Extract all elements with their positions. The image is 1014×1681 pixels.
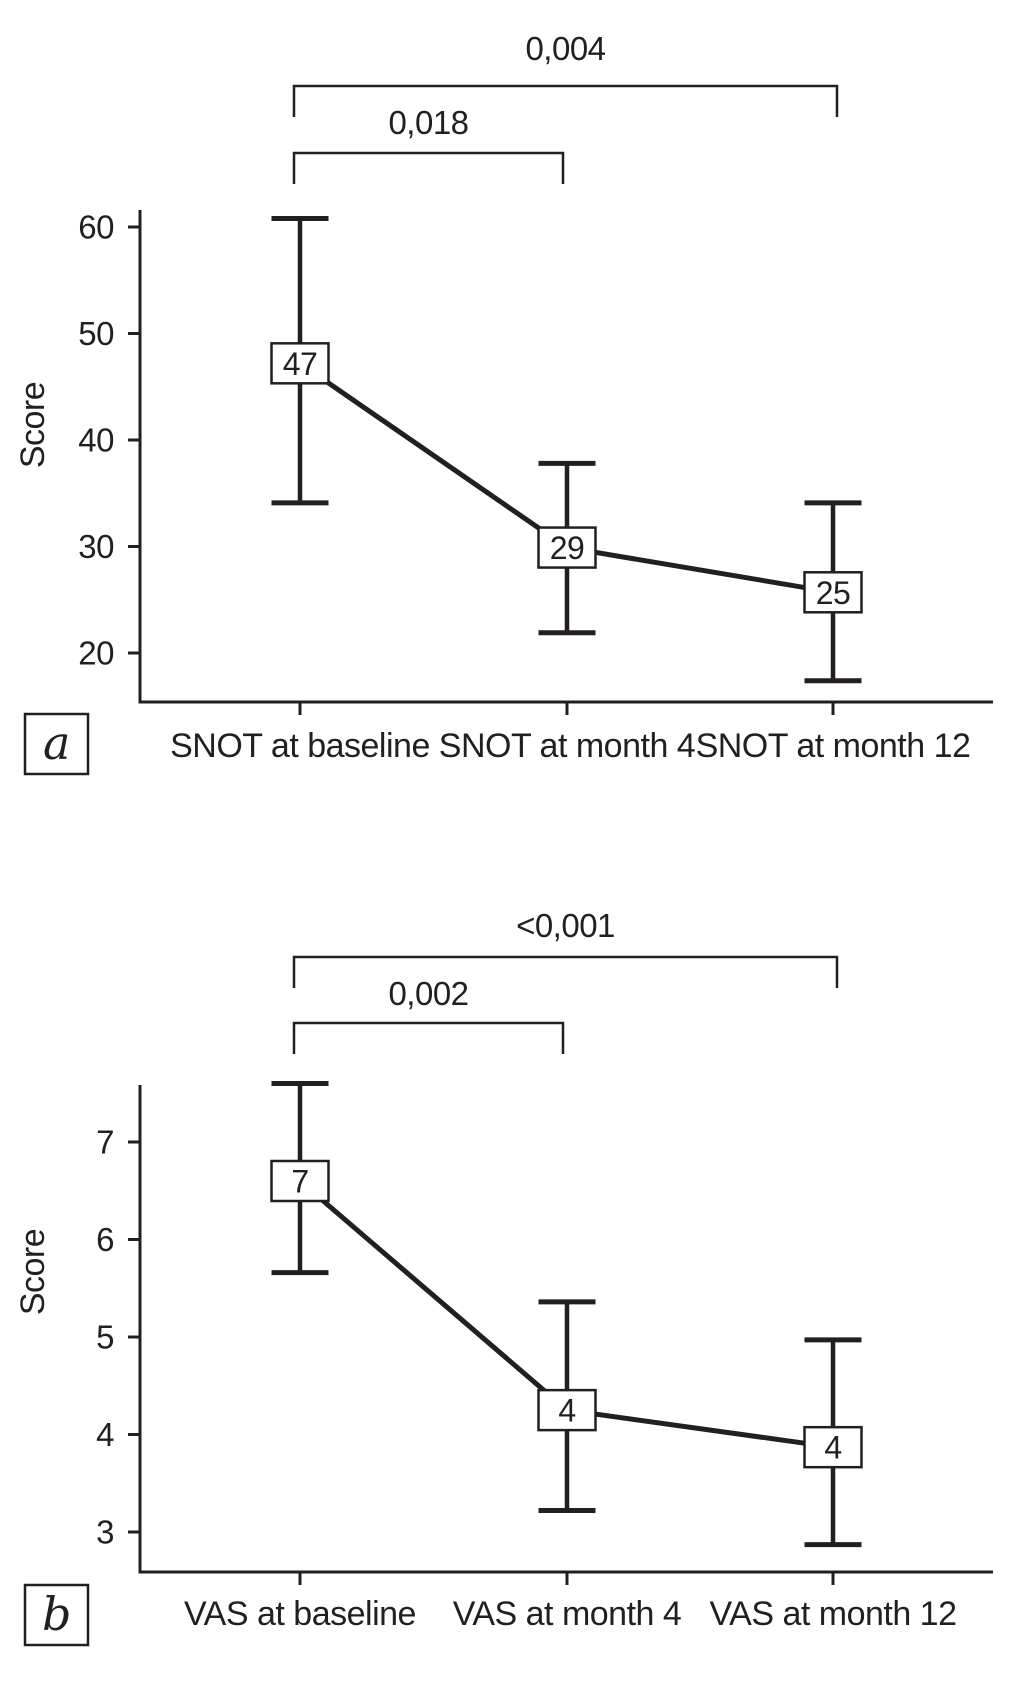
mean-value-label: 7 bbox=[291, 1164, 308, 1200]
significance-bracket bbox=[292, 1021, 565, 1054]
panel-a: 0,004 0,018 20 30 40 50 60 47 29 25 SNOT at baseli… bbox=[14, 30, 993, 776]
p-value-label: <0,001 bbox=[516, 907, 615, 944]
panel-tag-box bbox=[23, 1583, 90, 1647]
mean-value-label: 25 bbox=[816, 575, 851, 611]
mean-value-label: 29 bbox=[550, 530, 585, 566]
p-value-label: 0,002 bbox=[388, 975, 468, 1012]
mean-marker-box bbox=[270, 342, 330, 385]
significance-bracket bbox=[292, 84, 839, 117]
mean-value-label: 47 bbox=[283, 346, 318, 382]
panel-b: <0,001 0,002 3 4 5 6 7 7 4 4 VAS at baseline VAS at… bbox=[14, 907, 993, 1647]
y-tick-label: 20 bbox=[78, 635, 114, 672]
y-tick-label: 6 bbox=[96, 1221, 114, 1258]
y-tick-label: 50 bbox=[78, 315, 114, 352]
mean-marker-box bbox=[537, 526, 597, 569]
significance-bracket bbox=[292, 151, 565, 184]
panel-tag-box bbox=[23, 712, 90, 776]
y-tick-label: 30 bbox=[78, 528, 114, 565]
mean-marker-box bbox=[270, 1159, 330, 1203]
category-label: VAS at month 12 bbox=[709, 1595, 956, 1633]
mean-value-label: 4 bbox=[558, 1393, 575, 1429]
category-label: SNOT at baseline bbox=[170, 727, 430, 765]
y-tick-label: 3 bbox=[96, 1514, 114, 1551]
y-tick-label: 40 bbox=[78, 422, 114, 459]
mean-marker-box bbox=[803, 1425, 863, 1469]
category-label: VAS at month 4 bbox=[453, 1595, 682, 1633]
y-tick-label: 4 bbox=[96, 1416, 114, 1453]
mean-marker-box bbox=[803, 571, 863, 614]
y-tick-label: 60 bbox=[78, 209, 114, 246]
y-axis-title: Score bbox=[14, 1229, 52, 1315]
significance-bracket bbox=[292, 955, 839, 988]
p-value-label: 0,018 bbox=[388, 104, 468, 141]
panel-tag-letter: a bbox=[43, 716, 70, 770]
panel-tag-letter: b bbox=[42, 1587, 71, 1641]
y-tick-label: 7 bbox=[96, 1124, 114, 1161]
mean-marker-box bbox=[537, 1388, 597, 1432]
mean-value-label: 4 bbox=[824, 1430, 841, 1466]
category-label: VAS at baseline bbox=[184, 1595, 416, 1633]
y-tick-label: 5 bbox=[96, 1319, 114, 1356]
category-label: SNOT at month 4 bbox=[439, 727, 695, 765]
p-value-label: 0,004 bbox=[525, 30, 605, 67]
category-label: SNOT at month 12 bbox=[696, 727, 971, 765]
y-axis-title: Score bbox=[14, 382, 52, 468]
